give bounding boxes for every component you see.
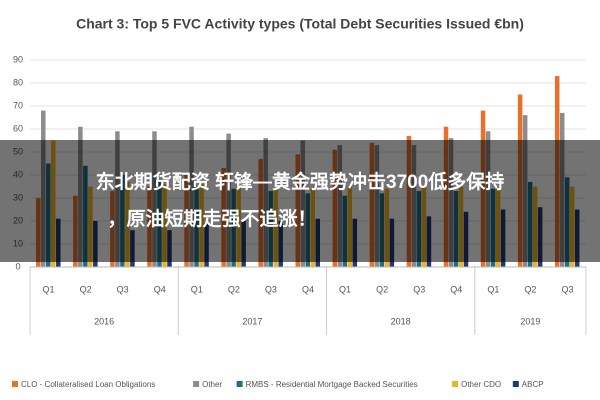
x-group-label: 2018 — [391, 316, 411, 326]
x-tick-label: Q2 — [376, 284, 388, 294]
legend-label: CLO - Collateralised Loan Obligations — [21, 380, 155, 389]
legend-label: ABCP — [522, 380, 544, 389]
legend-label: Other CDO — [461, 380, 501, 389]
x-tick-label: Q4 — [154, 284, 166, 294]
y-tick-label: 60 — [13, 123, 23, 133]
y-tick-label: 80 — [13, 77, 23, 87]
x-tick-label: Q1 — [43, 284, 55, 294]
x-tick-label: Q3 — [117, 284, 129, 294]
x-tick-label: Q2 — [228, 284, 240, 294]
banner-background — [0, 140, 600, 262]
x-group-label: 2019 — [520, 316, 540, 326]
chart-title: Chart 3: Top 5 FVC Activity types (Total… — [76, 16, 524, 32]
banner-text: 东北期货配资 轩锋—黄金强势冲击3700低多保持 — [96, 170, 505, 193]
legend-swatch — [236, 381, 243, 387]
x-tick-label: Q3 — [561, 284, 573, 294]
legend-swatch — [452, 381, 459, 387]
legend-swatch — [512, 381, 519, 387]
x-tick-label: Q1 — [339, 284, 351, 294]
x-tick-label: Q2 — [80, 284, 92, 294]
y-tick-label: 70 — [13, 100, 23, 110]
x-tick-label: Q4 — [302, 284, 314, 294]
x-tick-label: Q3 — [265, 284, 277, 294]
x-tick-label: Q3 — [413, 284, 425, 294]
legend-label: Other — [202, 380, 222, 389]
legend-swatch — [12, 381, 18, 387]
x-tick-label: Q1 — [487, 284, 499, 294]
y-tick-label: 90 — [13, 54, 23, 64]
x-tick-label: Q4 — [450, 284, 462, 294]
x-tick-label: Q1 — [191, 284, 203, 294]
x-group-label: 2016 — [94, 316, 114, 326]
legend-label: RMBS - Residential Mortgage Backed Secur… — [246, 380, 418, 389]
x-tick-label: Q2 — [524, 284, 536, 294]
legend-swatch — [193, 381, 200, 387]
y-tick-label: 0 — [15, 261, 20, 271]
x-group-label: 2017 — [242, 316, 262, 326]
banner-text: ，原油短期走强不追涨！ — [107, 207, 316, 230]
